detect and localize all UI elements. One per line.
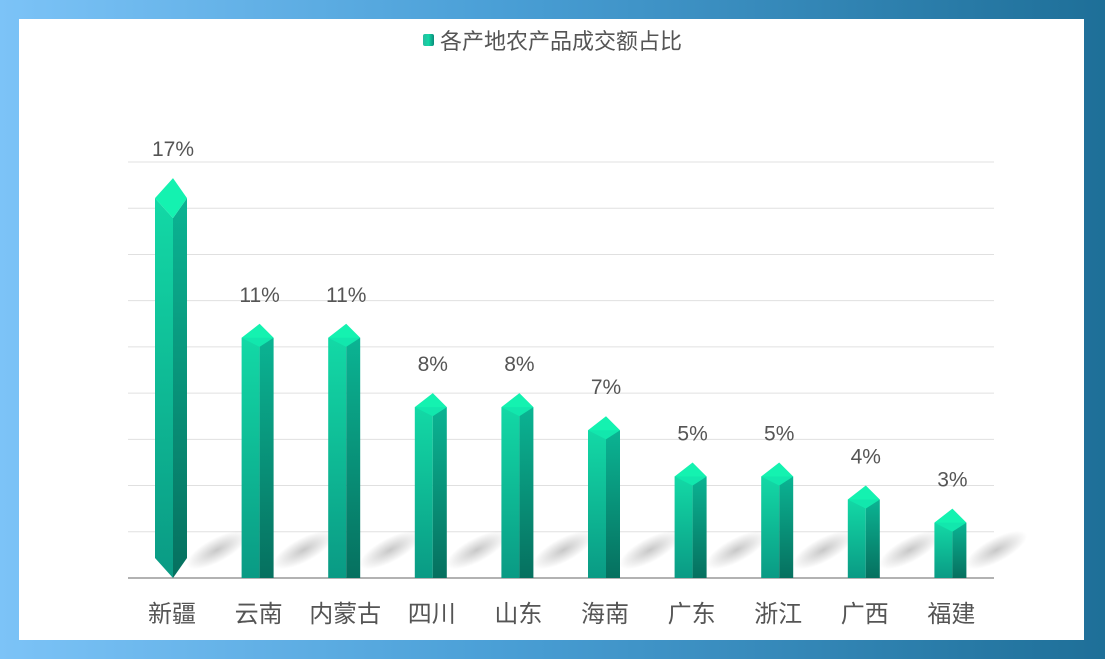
bar-shadow xyxy=(186,530,248,570)
data-label: 4% xyxy=(851,446,881,469)
data-label: 7% xyxy=(591,376,621,399)
data-label: 11% xyxy=(326,284,366,307)
legend-label: 各产地农产品成交额占比 xyxy=(439,30,682,55)
bar xyxy=(847,485,880,578)
x-tick-label: 福建 xyxy=(927,600,975,628)
x-tick-label: 内蒙古 xyxy=(309,600,381,628)
bar-side xyxy=(173,198,187,578)
bar-top-edge xyxy=(241,337,274,347)
bar-top-edge xyxy=(847,499,880,509)
bar-shadow xyxy=(706,530,768,570)
data-label: 5% xyxy=(677,422,707,445)
bar xyxy=(241,323,274,578)
bar-front xyxy=(588,430,606,578)
data-label: 8% xyxy=(504,353,534,376)
x-tick-label: 广东 xyxy=(668,600,716,628)
bar xyxy=(588,416,620,578)
bar-side xyxy=(346,337,361,578)
x-tick-label: 浙江 xyxy=(754,600,802,628)
bar xyxy=(761,462,794,578)
bar-shadow xyxy=(532,530,594,570)
data-label: 5% xyxy=(764,422,794,445)
bar-front xyxy=(328,337,347,578)
bar-front xyxy=(847,499,866,578)
bar-top-edge xyxy=(674,476,707,486)
bar-shadow xyxy=(446,530,508,570)
bar-front xyxy=(155,198,173,578)
bar-front xyxy=(674,476,693,578)
bar xyxy=(414,393,447,578)
bar-top-edge xyxy=(934,522,967,532)
x-tick-label: 新疆 xyxy=(148,600,196,628)
data-label: 8% xyxy=(418,353,448,376)
bar-shadow xyxy=(359,530,421,570)
bar-side xyxy=(259,337,274,578)
bar-shadow xyxy=(792,530,854,570)
bar xyxy=(501,393,534,578)
bar-top-edge xyxy=(414,407,447,417)
x-tick-label: 海南 xyxy=(581,600,629,628)
bar-side xyxy=(692,476,707,578)
data-label: 3% xyxy=(937,469,967,492)
bar xyxy=(328,323,361,578)
data-label: 11% xyxy=(239,284,279,307)
bar xyxy=(155,178,187,578)
bar-side xyxy=(865,499,880,578)
bar-shadow xyxy=(879,530,941,570)
chart-legend: 各产地农产品成交额占比 xyxy=(0,24,1105,56)
bar-front xyxy=(934,522,953,578)
legend-swatch xyxy=(422,34,434,46)
x-tick-label: 云南 xyxy=(235,600,283,628)
bar-shadow xyxy=(619,530,681,570)
bar-side xyxy=(779,476,794,578)
bar-top-edge xyxy=(328,337,361,347)
bar-top-edge xyxy=(501,407,534,417)
bar-front xyxy=(241,337,260,578)
bar-side xyxy=(952,522,967,578)
bar-top-edge xyxy=(761,476,794,486)
chart-card xyxy=(19,19,1084,640)
bar xyxy=(934,508,967,578)
bar-side xyxy=(519,407,534,578)
bar-front xyxy=(761,476,780,578)
bar-top xyxy=(155,178,187,219)
bar-top-edge xyxy=(588,430,620,440)
bar-side xyxy=(432,407,447,578)
bar-side xyxy=(606,430,620,578)
bar-shadow xyxy=(965,530,1027,570)
x-tick-label: 四川 xyxy=(408,600,456,628)
x-tick-label: 广西 xyxy=(841,600,889,628)
bar-shadow xyxy=(273,530,335,570)
x-tick-label: 山东 xyxy=(494,600,542,628)
bar-front xyxy=(414,407,433,578)
bar-front xyxy=(501,407,520,578)
data-label: 17% xyxy=(152,138,194,161)
bar xyxy=(674,462,707,578)
